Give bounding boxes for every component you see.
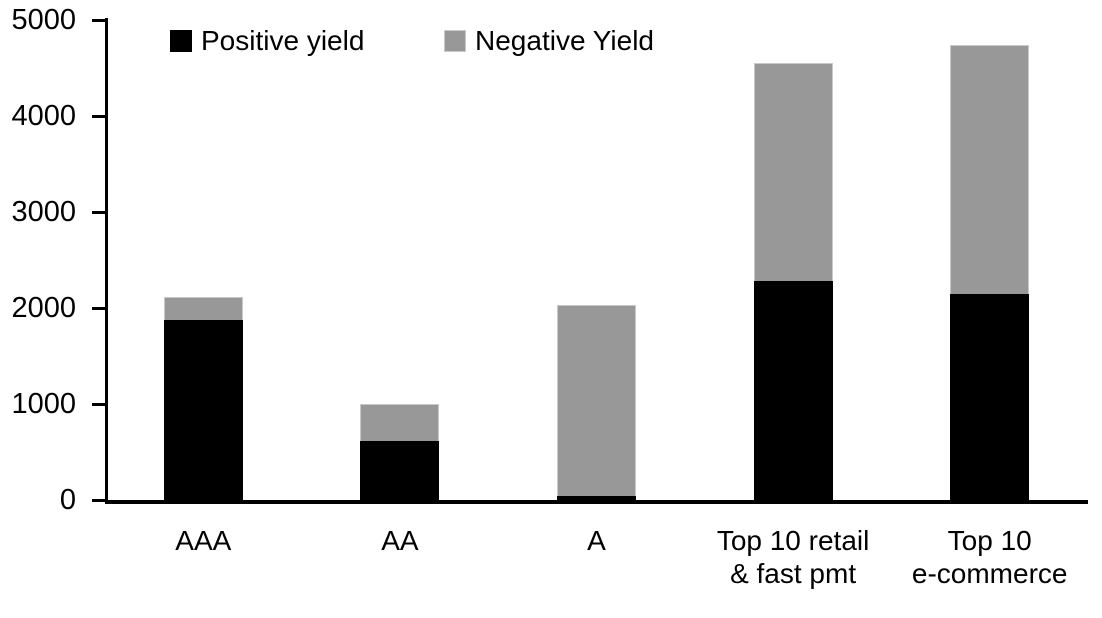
legend-label: Positive yield [201,25,365,56]
bar-segment-positive [950,293,1030,500]
category-label: Top 10 e-commerce [911,525,1068,589]
bar-segment-positive [360,441,440,500]
y-tick-mark [92,19,105,22]
bar-segment-positive [163,319,243,500]
bar-segment-negative [557,305,636,497]
bar-segment-positive [753,281,833,500]
bar-segment-positive [557,496,636,500]
chart-legend: Positive yield Negative Yield [0,25,1102,58]
y-axis-line [105,18,108,504]
negative-yield-legend-marker [444,30,466,52]
x-axis-line [105,500,1088,504]
y-tick-mark [92,499,105,502]
legend-item: Positive yield [170,25,365,56]
bar-segment-negative [753,63,833,282]
category-label: AA [381,525,419,556]
category-label: Top 10 retail & fast pmt [716,525,870,589]
category-label: AAA [175,525,232,556]
bar-segment-negative [950,44,1030,294]
bar-segment-negative [360,404,440,442]
y-tick-mark [92,403,105,406]
y-tick-label: 5000 [11,4,76,36]
y-tick-label: 0 [59,484,76,516]
y-tick-label: 3000 [11,196,76,228]
bar-segment-negative [163,297,243,320]
y-tick-mark [92,115,105,118]
legend-label: Negative Yield [475,25,655,56]
category-label: A [587,525,606,556]
y-tick-mark [92,307,105,310]
positive-yield-legend-marker [170,30,192,52]
y-tick-mark [92,211,105,214]
y-tick-label: 2000 [11,292,76,324]
y-tick-label: 1000 [11,388,76,420]
legend-item: Negative Yield [444,25,655,56]
y-tick-label: 4000 [11,100,76,132]
